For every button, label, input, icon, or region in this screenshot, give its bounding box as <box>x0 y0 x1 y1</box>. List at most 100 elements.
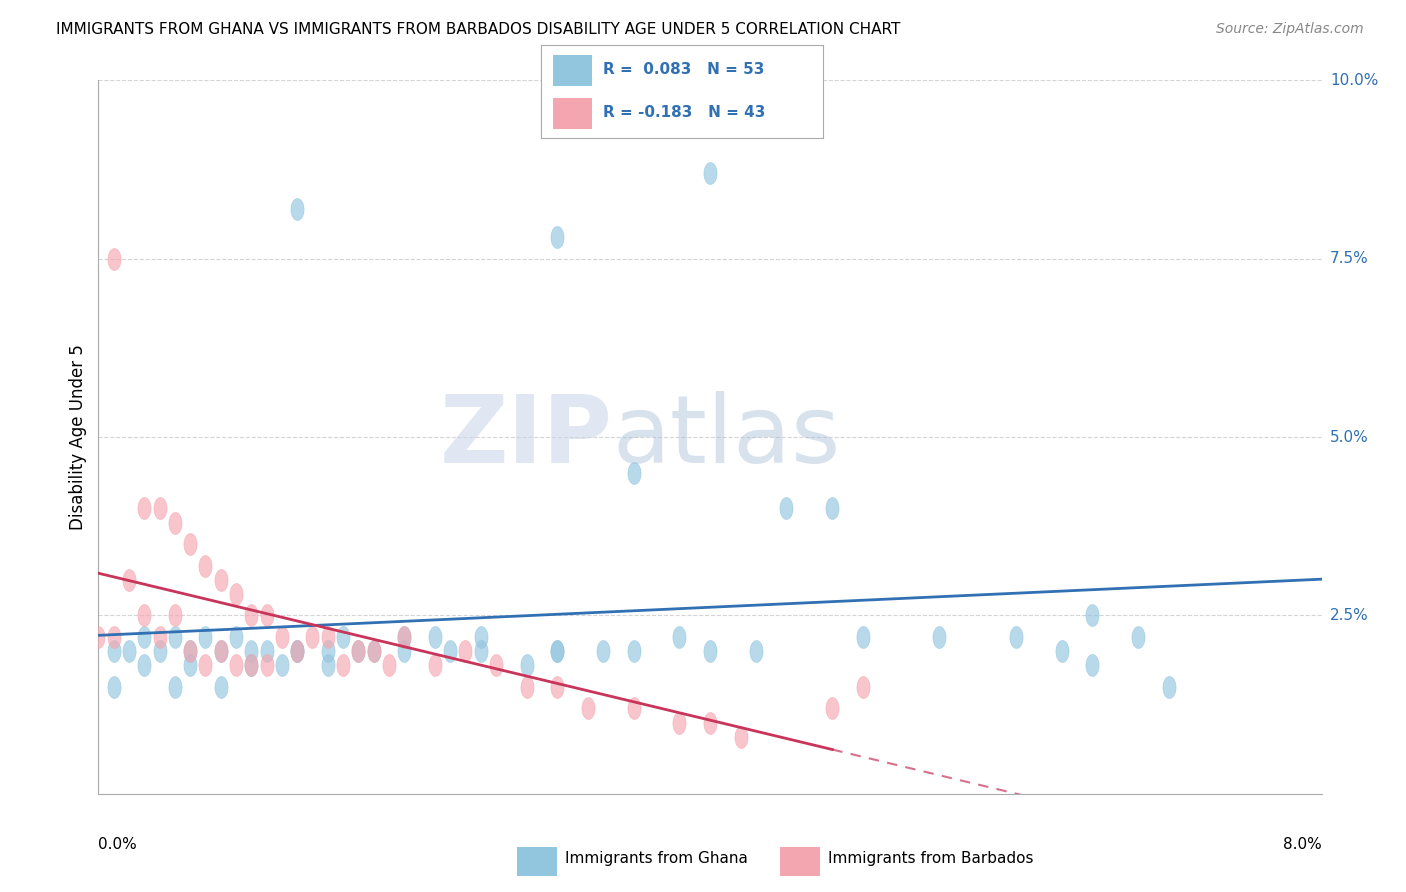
Point <box>285 644 308 658</box>
Point <box>270 658 294 673</box>
Point <box>240 658 263 673</box>
Point <box>699 715 721 730</box>
Point <box>516 658 538 673</box>
Point <box>821 501 844 516</box>
Point <box>852 680 875 694</box>
Point <box>699 644 721 658</box>
Point <box>363 644 385 658</box>
Point <box>256 644 278 658</box>
Point <box>87 630 110 644</box>
Point <box>392 630 416 644</box>
Point <box>103 252 125 266</box>
Bar <box>553 98 592 129</box>
Point <box>134 501 156 516</box>
Text: ZIP: ZIP <box>439 391 612 483</box>
Point <box>1050 644 1073 658</box>
Point <box>270 630 294 644</box>
Point <box>668 630 690 644</box>
Point <box>546 644 568 658</box>
Point <box>1004 630 1026 644</box>
Point <box>240 608 263 623</box>
Point <box>1128 630 1150 644</box>
Point <box>103 630 125 644</box>
Point <box>209 644 232 658</box>
Text: 0.0%: 0.0% <box>98 837 138 852</box>
Point <box>256 658 278 673</box>
Text: R =  0.083   N = 53: R = 0.083 N = 53 <box>603 62 765 78</box>
Point <box>423 630 446 644</box>
Point <box>316 658 339 673</box>
Point <box>285 644 308 658</box>
Point <box>179 644 201 658</box>
Point <box>378 658 401 673</box>
Point <box>439 644 461 658</box>
Point <box>546 680 568 694</box>
Y-axis label: Disability Age Under 5: Disability Age Under 5 <box>69 344 87 530</box>
Point <box>179 537 201 551</box>
Point <box>485 658 508 673</box>
Point <box>423 658 446 673</box>
Point <box>592 644 614 658</box>
Point <box>163 516 186 530</box>
Point <box>149 501 172 516</box>
Point <box>103 680 125 694</box>
Point <box>852 630 875 644</box>
Point <box>332 630 354 644</box>
Point <box>1081 608 1104 623</box>
Point <box>225 587 247 601</box>
Point <box>316 644 339 658</box>
Text: 8.0%: 8.0% <box>1282 837 1322 852</box>
Point <box>194 630 217 644</box>
Text: 2.5%: 2.5% <box>1330 608 1368 623</box>
Point <box>209 680 232 694</box>
Point <box>179 658 201 673</box>
Point <box>546 230 568 244</box>
Point <box>623 466 645 480</box>
Point <box>1081 658 1104 673</box>
Point <box>134 608 156 623</box>
Text: Source: ZipAtlas.com: Source: ZipAtlas.com <box>1216 22 1364 37</box>
Point <box>209 644 232 658</box>
Point <box>821 701 844 715</box>
Point <box>103 644 125 658</box>
Text: atlas: atlas <box>612 391 841 483</box>
Point <box>149 644 172 658</box>
Point <box>118 644 141 658</box>
Text: Immigrants from Barbados: Immigrants from Barbados <box>828 851 1033 865</box>
Point <box>730 730 752 744</box>
Point <box>134 630 156 644</box>
Point <box>285 202 308 216</box>
Text: 5.0%: 5.0% <box>1330 430 1368 444</box>
Point <box>194 658 217 673</box>
Point <box>134 658 156 673</box>
Point <box>209 573 232 587</box>
Text: IMMIGRANTS FROM GHANA VS IMMIGRANTS FROM BARBADOS DISABILITY AGE UNDER 5 CORRELA: IMMIGRANTS FROM GHANA VS IMMIGRANTS FROM… <box>56 22 901 37</box>
Point <box>392 644 416 658</box>
Point <box>179 644 201 658</box>
Point <box>1157 680 1180 694</box>
Point <box>301 630 323 644</box>
Point <box>118 573 141 587</box>
Point <box>775 501 797 516</box>
Point <box>163 680 186 694</box>
Point <box>623 644 645 658</box>
Point <box>668 715 690 730</box>
Point <box>316 630 339 644</box>
Point <box>470 630 492 644</box>
Point <box>392 630 416 644</box>
Text: 10.0%: 10.0% <box>1330 73 1378 87</box>
Text: 7.5%: 7.5% <box>1330 252 1368 266</box>
Point <box>928 630 950 644</box>
Point <box>699 166 721 180</box>
Point <box>163 630 186 644</box>
Point <box>163 608 186 623</box>
Point <box>516 680 538 694</box>
Point <box>225 630 247 644</box>
Point <box>332 658 354 673</box>
Point <box>623 701 645 715</box>
Point <box>240 644 263 658</box>
Point <box>225 658 247 673</box>
Point <box>745 644 768 658</box>
Point <box>470 644 492 658</box>
Point <box>194 558 217 573</box>
